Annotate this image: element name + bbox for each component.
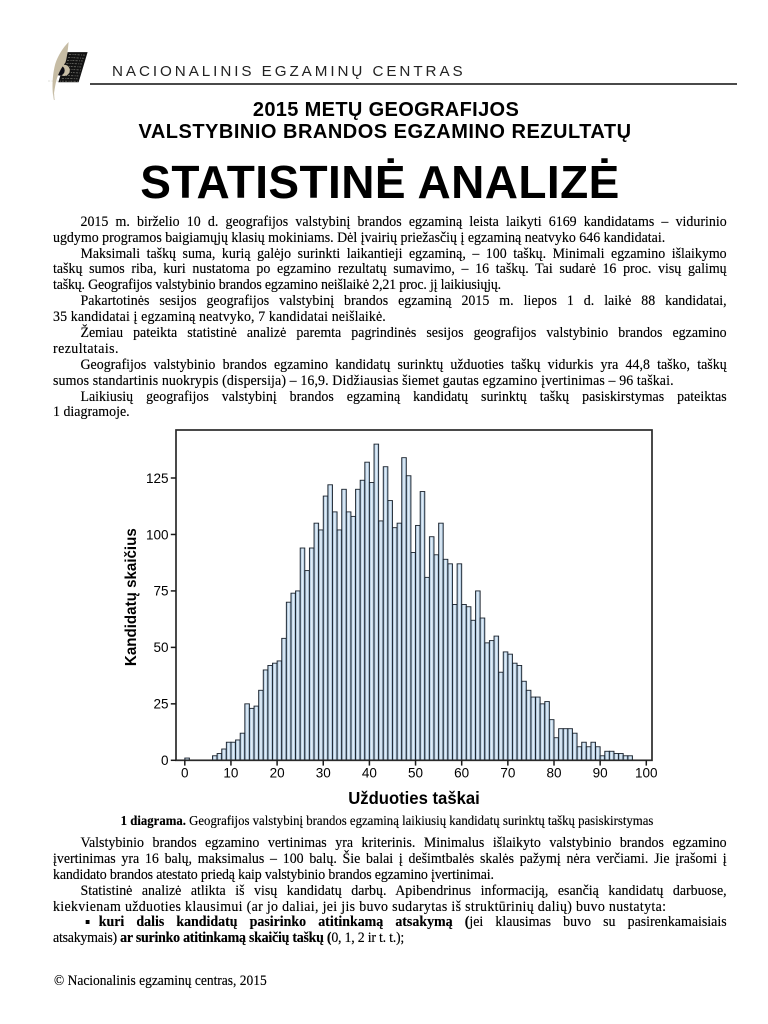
svg-text:75: 75 xyxy=(153,584,168,599)
svg-text:30: 30 xyxy=(316,766,331,781)
svg-text:80: 80 xyxy=(546,766,561,781)
svg-text:0: 0 xyxy=(181,766,189,781)
svg-text:70: 70 xyxy=(500,766,515,781)
svg-text:125: 125 xyxy=(146,471,169,486)
svg-text:20: 20 xyxy=(270,766,285,781)
svg-text:100: 100 xyxy=(146,527,169,542)
svg-text:Užduoties taškai: Užduoties taškai xyxy=(348,788,480,808)
svg-text:50: 50 xyxy=(408,766,423,781)
svg-text:90: 90 xyxy=(593,766,608,781)
svg-text:Kandidatų skaičius: Kandidatų skaičius xyxy=(123,528,140,666)
svg-text:100: 100 xyxy=(635,766,658,781)
svg-text:60: 60 xyxy=(454,766,469,781)
svg-text:50: 50 xyxy=(153,640,168,655)
svg-text:40: 40 xyxy=(362,766,377,781)
svg-text:0: 0 xyxy=(161,753,169,768)
svg-text:10: 10 xyxy=(223,766,238,781)
svg-text:25: 25 xyxy=(153,697,168,712)
